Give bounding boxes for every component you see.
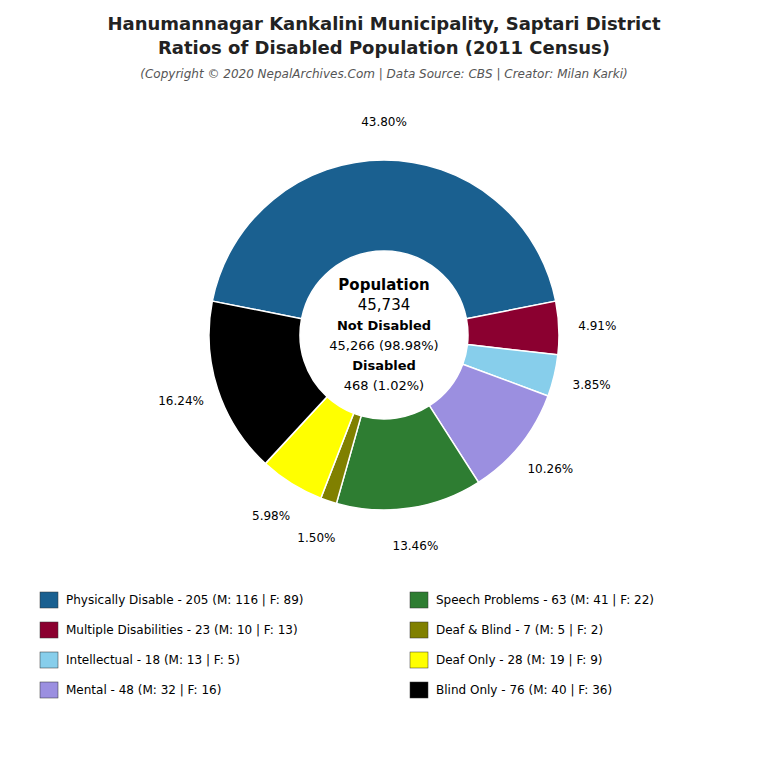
legend-label: Multiple Disabilities - 23 (M: 10 | F: 1…	[66, 623, 298, 637]
legend: Physically Disable - 205 (M: 116 | F: 89…	[40, 592, 654, 698]
legend-item: Speech Problems - 63 (M: 41 | F: 22)	[410, 592, 654, 608]
center-text: Disabled	[352, 358, 416, 373]
legend-swatch	[40, 592, 58, 608]
legend-item: Intellectual - 18 (M: 13 | F: 5)	[40, 652, 240, 668]
legend-item: Deaf & Blind - 7 (M: 5 | F: 2)	[410, 622, 603, 638]
center-text: Population	[338, 276, 429, 294]
legend-swatch	[410, 682, 428, 698]
legend-label: Physically Disable - 205 (M: 116 | F: 89…	[66, 593, 304, 607]
center-text: 45,734	[358, 296, 411, 314]
data-label: 1.50%	[297, 531, 335, 545]
legend-swatch	[410, 652, 428, 668]
center-text: Not Disabled	[337, 318, 431, 333]
data-label: 4.91%	[578, 319, 616, 333]
legend-swatch	[40, 652, 58, 668]
legend-item: Mental - 48 (M: 32 | F: 16)	[40, 682, 221, 698]
subtitle: (Copyright © 2020 NepalArchives.Com | Da…	[140, 67, 627, 81]
data-labels: 43.80% 4.91% 3.85% 10.26% 13.46% 1.50% 5.98% 16…	[158, 115, 616, 554]
legend-item: Multiple Disabilities - 23 (M: 10 | F: 1…	[40, 622, 298, 638]
center-text: 45,266 (98.98%)	[329, 338, 438, 353]
legend-swatch	[40, 682, 58, 698]
legend-label: Intellectual - 18 (M: 13 | F: 5)	[66, 653, 240, 667]
legend-swatch	[40, 622, 58, 638]
data-label: 43.80%	[361, 115, 407, 129]
data-label: 16.24%	[158, 394, 204, 408]
title: Ratios of Disabled Population (2011 Cens…	[158, 37, 610, 58]
legend-label: Mental - 48 (M: 32 | F: 16)	[66, 683, 221, 697]
legend-label: Blind Only - 76 (M: 40 | F: 36)	[436, 683, 612, 697]
data-label: 10.26%	[527, 462, 573, 476]
legend-item: Deaf Only - 28 (M: 19 | F: 9)	[410, 652, 603, 668]
legend-label: Deaf & Blind - 7 (M: 5 | F: 2)	[436, 623, 603, 637]
center-text: 468 (1.02%)	[344, 378, 424, 393]
title: Hanumannagar Kankalini Municipality, Sap…	[107, 13, 660, 34]
data-label: 13.46%	[393, 539, 439, 553]
legend-item: Blind Only - 76 (M: 40 | F: 36)	[410, 682, 612, 698]
legend-label: Speech Problems - 63 (M: 41 | F: 22)	[436, 593, 654, 607]
legend-swatch	[410, 622, 428, 638]
slice	[209, 301, 327, 463]
donut	[209, 160, 559, 510]
legend-label: Deaf Only - 28 (M: 19 | F: 9)	[436, 653, 603, 667]
chart: Hanumannagar Kankalini Municipality, Sap…	[0, 0, 768, 768]
legend-swatch	[410, 592, 428, 608]
data-label: 5.98%	[252, 509, 290, 523]
legend-item: Physically Disable - 205 (M: 116 | F: 89…	[40, 592, 304, 608]
slice	[212, 160, 555, 319]
data-label: 3.85%	[573, 378, 611, 392]
